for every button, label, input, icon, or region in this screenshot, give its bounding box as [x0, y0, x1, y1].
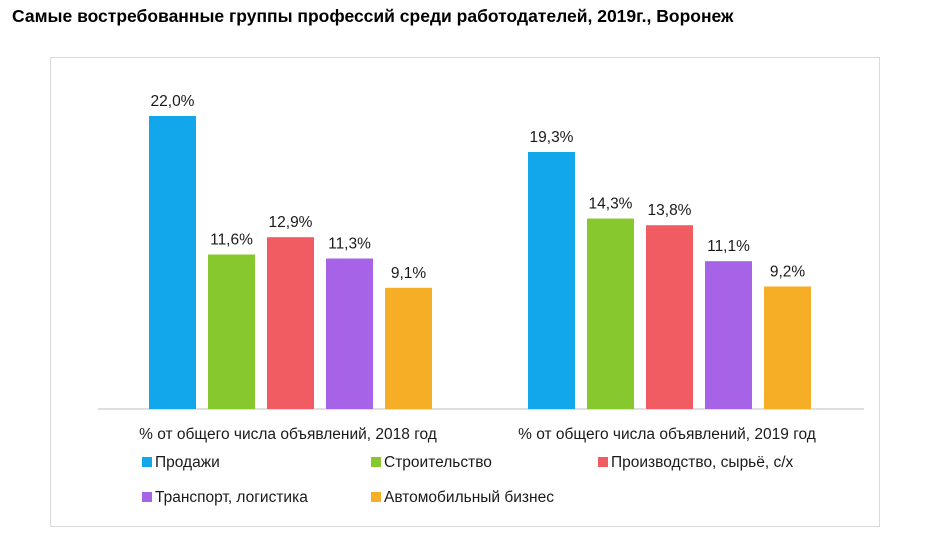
data-label: 14,3%	[589, 196, 633, 213]
legend-swatch	[598, 457, 608, 467]
chart-title: Самые востребованные группы профессий ср…	[12, 6, 734, 26]
bar-2-1	[208, 254, 255, 409]
legend-swatch	[142, 457, 152, 467]
legend-swatch	[371, 457, 381, 467]
legend-swatch	[371, 492, 381, 502]
data-label: 11,3%	[328, 236, 371, 253]
bar-1-2	[528, 151, 575, 409]
bar-5-2	[764, 286, 811, 409]
data-label: 19,3%	[530, 129, 574, 146]
data-label: 11,1%	[707, 238, 750, 255]
data-label: 9,1%	[391, 265, 427, 282]
bar-4-2	[705, 261, 752, 409]
category-label: % от общего числа объявлений, 2019 год	[518, 426, 816, 443]
data-label: 22,0%	[151, 93, 195, 110]
legend-swatch	[142, 492, 152, 502]
data-label: 12,9%	[269, 214, 313, 231]
data-label: 9,2%	[770, 263, 806, 280]
bar-3-1	[267, 237, 314, 409]
bar-4-1	[326, 258, 373, 409]
data-label: 13,8%	[648, 202, 692, 219]
legend-label: Продажи	[155, 454, 220, 471]
data-label: 11,6%	[210, 232, 253, 249]
bar-3-2	[646, 225, 693, 409]
bar-1-1	[149, 116, 196, 409]
legend-label: Производство, сырьё, с/х	[611, 454, 794, 471]
legend-label: Строительство	[384, 454, 492, 471]
legend-label: Автомобильный бизнес	[384, 489, 554, 506]
category-label: % от общего числа объявлений, 2018 год	[139, 426, 437, 443]
bar-5-1	[385, 287, 432, 409]
legend-label: Транспорт, логистика	[155, 489, 308, 506]
bar-2-2	[587, 218, 634, 409]
